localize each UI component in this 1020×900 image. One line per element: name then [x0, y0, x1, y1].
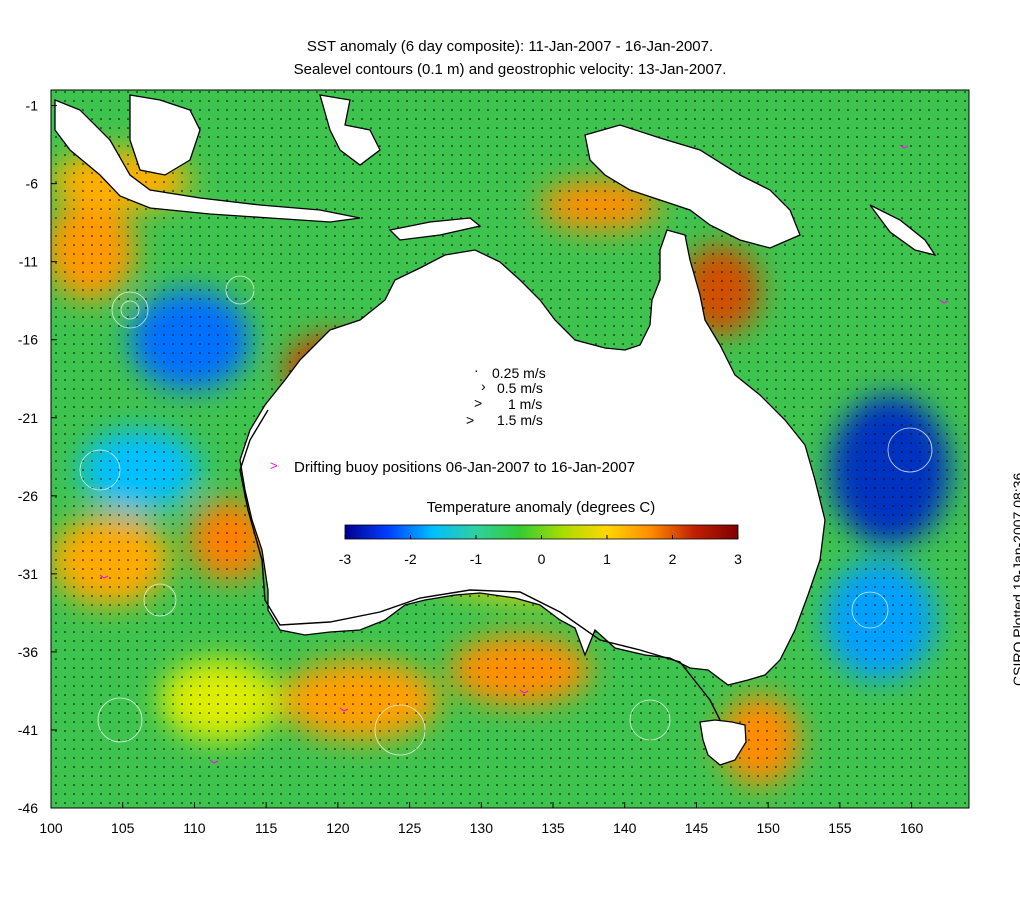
longitude-tick-label: 135 [541, 820, 565, 836]
latitude-axis: -1 -6 -11 -16 -21 -26 -31 -36 -41 -46 [18, 98, 57, 816]
longitude-tick-label: 130 [470, 820, 494, 836]
colorbar-tick-label: 2 [669, 551, 677, 567]
latitude-tick-label: -31 [18, 566, 38, 582]
colorbar: Temperature anomaly (degrees C) -3 -2 -1 0 1… [339, 499, 742, 567]
buoy-legend: > Drifting buoy positions 06-Jan-2007 to… [270, 458, 635, 476]
longitude-tick-label: 105 [111, 820, 135, 836]
latitude-tick-label: -26 [18, 488, 38, 504]
velocity-legend-label-1: 0.25 m/s [492, 365, 546, 381]
velocity-legend-label-2: 0.5 m/s [497, 380, 543, 396]
colorbar-ticks: -3 -2 -1 0 1 2 3 [339, 535, 742, 567]
map-title-line-1: SST anomaly (6 day composite): 11-Jan-20… [306, 38, 714, 55]
colorbar-tick-label: -1 [470, 551, 483, 567]
velocity-legend-symbol-1: · [474, 362, 479, 378]
latitude-tick-label: -21 [18, 410, 38, 426]
colorbar-tick-label: 0 [538, 551, 546, 567]
plot-frame [50, 89, 970, 809]
longitude-tick-label: 140 [613, 820, 637, 836]
velocity-legend-symbol-3: > [474, 395, 482, 411]
land-masses [54, 94, 937, 766]
buoy-marker-icon: > [270, 458, 278, 473]
velocity-legend-label-3: 1 m/s [508, 396, 542, 412]
java-sumatra-landmass [54, 99, 361, 223]
latitude-tick-label: -1 [26, 98, 39, 114]
longitude-tick-label: 125 [398, 820, 422, 836]
shelf-contour [239, 409, 721, 721]
longitude-tick-label: 145 [685, 820, 709, 836]
longitude-tick-label: 160 [900, 820, 924, 836]
plot-area [51, 90, 969, 808]
latitude-tick-label: -36 [18, 644, 38, 660]
longitude-tick-label: 115 [255, 820, 278, 836]
colorbar-title: Temperature anomaly (degrees C) [427, 499, 655, 516]
sulawesi-landmass [319, 94, 381, 166]
new-guinea-landmass [584, 124, 801, 249]
tasmania-landmass [699, 719, 747, 766]
colorbar-tick-label: 1 [603, 551, 611, 567]
velocity-legend-symbol-2: › [481, 378, 486, 394]
longitude-tick-label: 110 [183, 820, 206, 836]
velocity-legend-label-4: 1.5 m/s [497, 412, 543, 428]
latitude-tick-label: -6 [26, 176, 39, 192]
longitude-tick-label: 100 [39, 820, 63, 836]
latitude-tick-label: -46 [18, 800, 38, 816]
longitude-axis: 100 105 110 115 120 125 130 135 140 145 150 155 160 [39, 802, 924, 836]
timor-landmass [388, 217, 482, 241]
latitude-tick-label: -11 [19, 254, 38, 270]
solomon-islands-landmass [869, 204, 937, 257]
latitude-tick-label: -41 [18, 722, 38, 738]
colorbar-tick-label: -3 [339, 551, 352, 567]
longitude-tick-label: 155 [828, 820, 852, 836]
colorbar-tick-label: 3 [734, 551, 742, 567]
velocity-legend-symbol-4: > [466, 412, 474, 428]
map-title-line-2: Sealevel contours (0.1 m) and geostrophi… [293, 61, 727, 78]
australia-landmass [239, 229, 826, 686]
velocity-legend: · › > > 0.25 m/s 0.5 m/s 1 m/s 1.5 m/s [466, 362, 546, 428]
borneo-landmass [129, 94, 201, 176]
sealevel-contours [79, 275, 933, 756]
drifting-buoy-tracks [99, 144, 949, 764]
latitude-tick-label: -16 [18, 332, 38, 348]
colorbar-tick-label: -2 [404, 551, 417, 567]
longitude-tick-label: 120 [326, 820, 350, 836]
longitude-tick-label: 150 [757, 820, 781, 836]
buoy-legend-label: Drifting buoy positions 06-Jan-2007 to 1… [294, 459, 635, 476]
